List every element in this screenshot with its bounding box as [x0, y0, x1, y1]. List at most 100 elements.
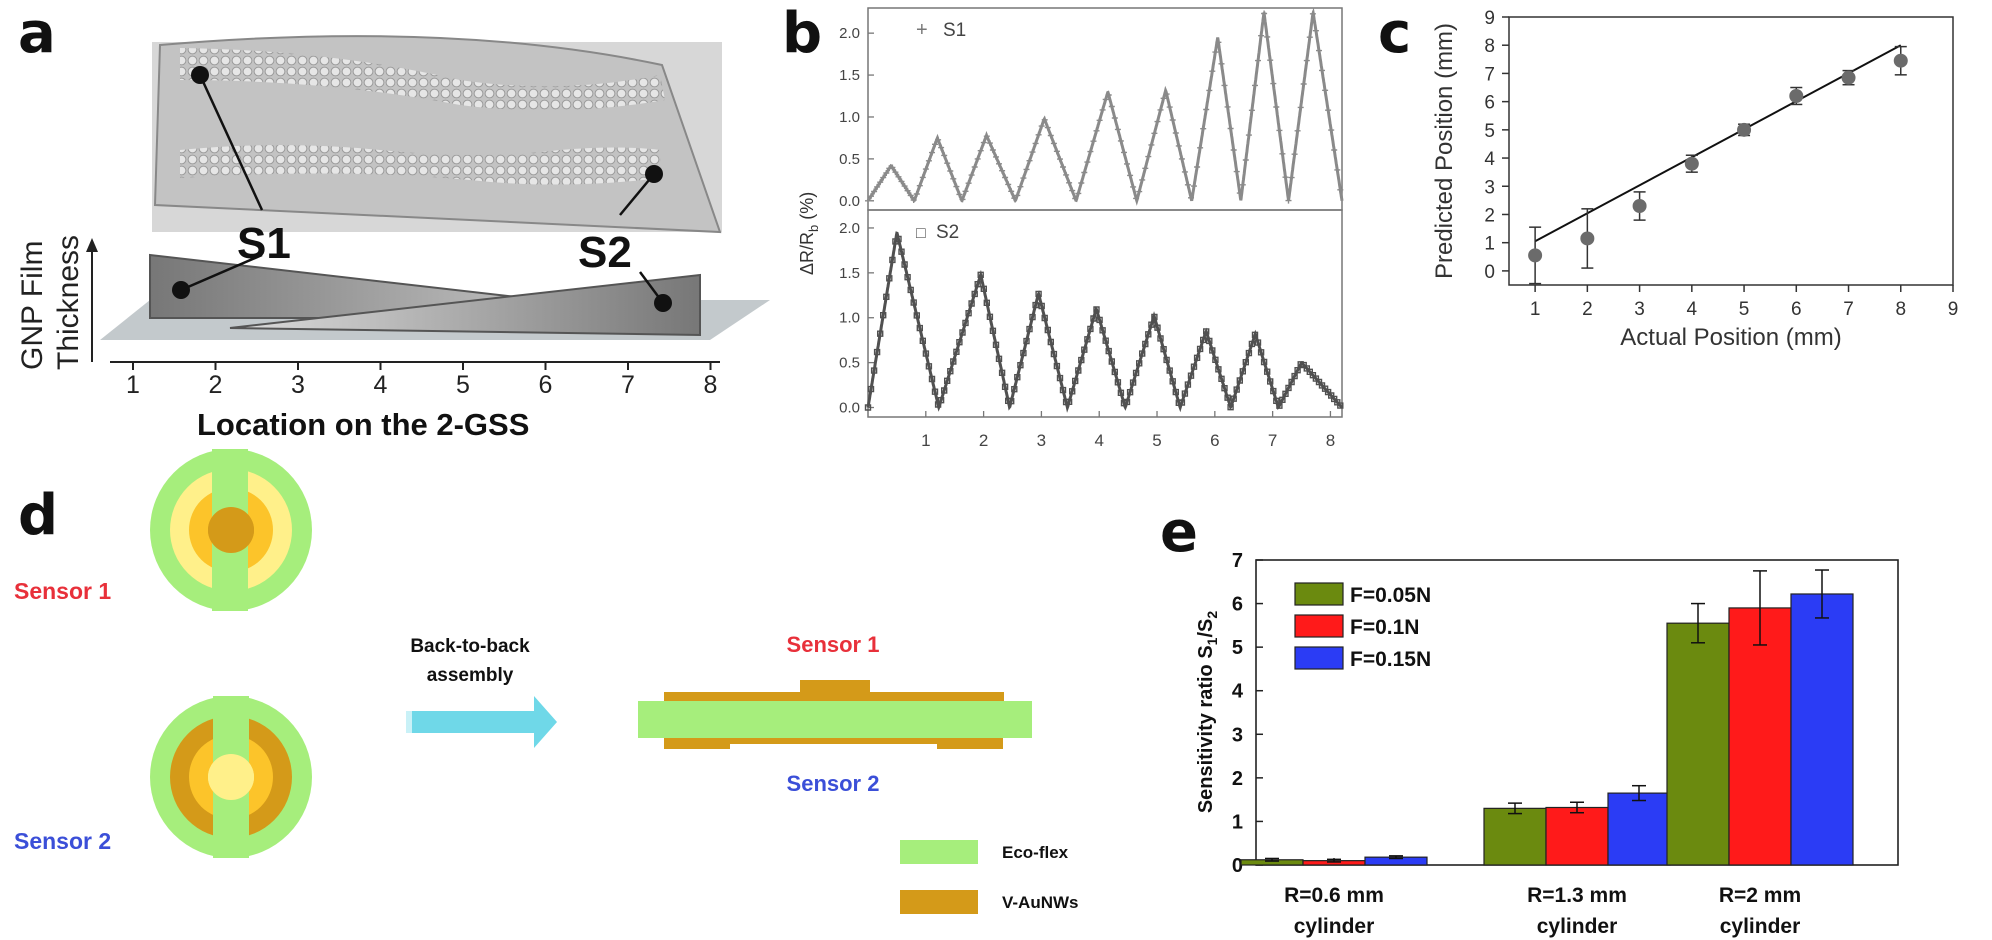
e-bar — [1607, 792, 1671, 866]
thickness-label-line2: Thickness — [52, 235, 85, 370]
e-bar — [1483, 807, 1547, 866]
b-s2-legend-label: S2 — [936, 222, 959, 243]
b-s2-legend-marker: □ — [916, 225, 926, 242]
c-ytick-label: 0 — [1484, 262, 1495, 283]
c-ytick-label: 2 — [1484, 205, 1495, 226]
e-bar — [1790, 593, 1854, 866]
e-bar — [1728, 607, 1792, 866]
s2-dot-top — [645, 165, 663, 183]
a-tick-label: 4 — [374, 371, 388, 399]
c-x-axis-label: Actual Position (mm) — [1620, 324, 1841, 351]
a-tick-label: 5 — [456, 371, 470, 399]
b-ytick-label: 2.0 — [839, 220, 860, 237]
b-xtick-label: 3 — [1037, 431, 1046, 450]
s1-leader-bottom — [180, 253, 263, 292]
c-plot-frame — [1508, 16, 1954, 286]
s1-dot-top — [191, 66, 209, 84]
b-xtick-label: 8 — [1326, 431, 1335, 450]
panel-e-letter: e — [1160, 500, 1198, 565]
a-tick-label: 3 — [291, 371, 305, 399]
assembled-sensor1-label: Sensor 1 — [787, 632, 880, 657]
b-ytick-label: 1.0 — [839, 109, 860, 126]
b-ytick-label: 1.5 — [839, 67, 860, 84]
c-xtick-label: 4 — [1687, 299, 1698, 320]
sensor2-center-overlay — [208, 754, 254, 800]
b-xtick-label: 7 — [1268, 431, 1277, 450]
panel-d-letter: d — [18, 483, 59, 548]
a-tick-label: 7 — [621, 371, 635, 399]
b-y-axis-label: ΔR/Rb (%) — [797, 192, 821, 275]
assembled-bottom-electrode-right — [937, 738, 1003, 749]
a-tick-label: 1 — [126, 371, 140, 399]
e-legend-label: F=0.1N — [1350, 616, 1419, 639]
c-ytick-label: 8 — [1484, 36, 1495, 57]
c-data-point — [1632, 199, 1647, 214]
assembled-top-electrode-outer — [664, 692, 1004, 701]
wedge-film-s2 — [229, 273, 701, 337]
c-ytick-label: 1 — [1484, 234, 1495, 255]
b-xtick-label: 4 — [1094, 431, 1103, 450]
e-category-label: R=0.6 mm — [1284, 884, 1384, 907]
e-category-label: R=1.3 mm — [1527, 884, 1627, 907]
s1-dot-bottom — [172, 281, 190, 299]
b-ytick-label: 2.0 — [839, 25, 860, 42]
nanoparticle-strip-1 — [180, 48, 665, 111]
c-ytick-label: 3 — [1484, 177, 1495, 198]
thickness-axis-arrowhead — [86, 238, 98, 252]
assembly-arrow-tail — [406, 711, 412, 733]
c-data-point — [1789, 88, 1804, 103]
assembled-sensor2-label: Sensor 2 — [787, 771, 880, 796]
c-xtick-label: 5 — [1739, 299, 1750, 320]
legend-vaunws-label: V-AuNWs — [1002, 893, 1079, 912]
e-legend-label: F=0.05N — [1350, 584, 1431, 607]
a-tick-label: 2 — [209, 371, 223, 399]
assembly-arrow — [406, 696, 557, 748]
b-ytick-label: 1.0 — [839, 310, 860, 327]
c-ytick-label: 7 — [1484, 64, 1495, 85]
legend-ecoflex-swatch — [900, 840, 978, 864]
c-data-point — [1737, 122, 1752, 137]
b-ytick-label: 0.0 — [839, 400, 860, 417]
c-xtick-label: 9 — [1948, 299, 1959, 320]
c-xtick-label: 8 — [1895, 299, 1906, 320]
b-ytick-label: 0.5 — [839, 355, 860, 372]
b-bottom-frame — [867, 209, 1343, 418]
assembled-bottom-electrode-left — [664, 738, 730, 749]
panel-b-chart: 0.00.51.01.52.0 0.00.51.01.52.01 2 3 4 5 6 7 8 … — [797, 7, 1344, 450]
b-xtick-label: 5 — [1152, 431, 1161, 450]
e-legend-swatch — [1294, 614, 1344, 638]
assembled-top-electrode-center — [800, 680, 870, 692]
panel-c-letter: c — [1378, 1, 1412, 66]
e-ytick-label: 5 — [1232, 637, 1243, 659]
e-legend-label: F=0.15N — [1350, 648, 1431, 671]
e-bar — [1545, 806, 1609, 866]
c-xtick-label: 6 — [1791, 299, 1802, 320]
panel-e-chart: 0 1 2 3 4 5 6 7 F=0.05N F=0.1N F=0.15N R=0.6 mm cy… — [1195, 550, 1899, 938]
e-ytick-label: 3 — [1232, 724, 1243, 746]
b-xtick-label: 6 — [1210, 431, 1219, 450]
e-category-label: cylinder — [1720, 915, 1801, 938]
b-ytick-label: 1.5 — [839, 265, 860, 282]
s2-dot-bottom — [654, 294, 672, 312]
b-s1-legend-marker: + — [916, 19, 928, 41]
assembled-bottom-electrode-mid — [730, 738, 940, 744]
location-axis-label: Location on the 2-GSS — [197, 407, 529, 442]
a-tick-label: 6 — [539, 371, 553, 399]
sensor1-center-overlay — [208, 507, 254, 553]
panel-d-figure: Sensor 1 Sensor 2 Back-to-back assembly … — [14, 449, 1079, 914]
e-legend-swatch — [1294, 646, 1344, 670]
c-ytick-label: 4 — [1484, 149, 1495, 170]
e-category-label: cylinder — [1537, 915, 1618, 938]
c-data-point — [1893, 53, 1908, 68]
panel-c-chart: 1 2 3 4 5 6 7 8 9 0 1 2 3 4 5 6 7 8 9 Actual Position (mm)… — [1431, 8, 1959, 351]
c-ytick-label: 5 — [1484, 121, 1495, 142]
b-s1-legend-label: S1 — [943, 20, 966, 41]
e-ytick-label: 0 — [1232, 855, 1243, 877]
sensor-label-s1: S1 — [237, 219, 291, 268]
e-category-label: cylinder — [1294, 915, 1375, 938]
c-xtick-label: 1 — [1530, 299, 1541, 320]
b-s2-series-line — [866, 231, 1344, 413]
assembly-label-line1: Back-to-back — [410, 636, 530, 657]
nanoparticle-strip-2 — [180, 145, 662, 185]
sensor-label-s2: S2 — [578, 228, 632, 277]
